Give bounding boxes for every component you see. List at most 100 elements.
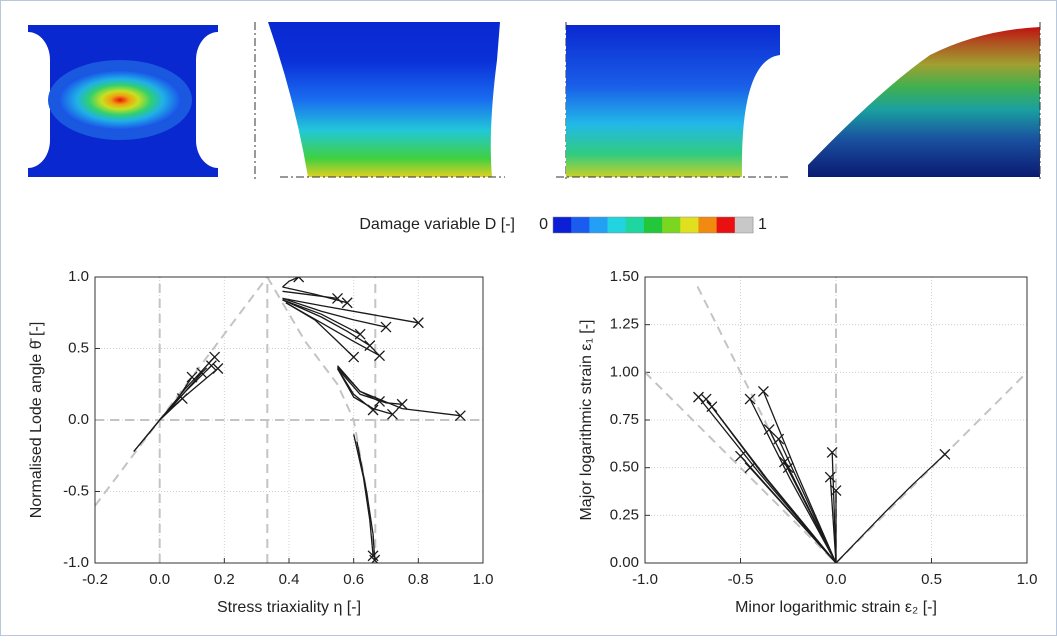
y-tick-label: 1.00: [610, 363, 639, 380]
end-marker: [693, 391, 704, 403]
curve: [711, 406, 837, 563]
y-tick-label: 0.5: [68, 339, 89, 356]
colorbar-max: 1: [758, 216, 767, 233]
end-marker: [412, 317, 424, 329]
end-marker: [396, 398, 408, 410]
x-axis-label: Stress triaxiality η [-]: [217, 599, 361, 616]
series-group: [95, 277, 483, 563]
end-marker: [454, 410, 466, 422]
end-marker: [196, 367, 208, 379]
x-tick-label: 1.0: [1017, 571, 1038, 588]
curve: [282, 277, 299, 288]
end-marker: [348, 351, 360, 363]
end-marker: [763, 424, 775, 435]
curve: [159, 368, 219, 421]
colorbar-swatch: [553, 217, 572, 233]
colorbar-border: [552, 216, 754, 234]
plot-frame: [644, 276, 1028, 564]
x-tick-label: 0.0: [149, 571, 170, 588]
curve: [829, 477, 837, 563]
chart: -0.2 0.0 0.2 0.4 0.6 0.8 1.0 -1.0 -0.5 0.0 0.5 1.0 S…: [28, 268, 493, 616]
x-tick-label: 0.8: [408, 571, 429, 588]
end-marker: [700, 393, 712, 405]
end-marker: [824, 471, 836, 483]
end-marker: [186, 371, 198, 383]
end-marker: [778, 456, 790, 468]
y-tick-label: 1.50: [610, 268, 639, 285]
curve: [336, 368, 374, 411]
reference-line: [95, 277, 269, 507]
series-group: [645, 277, 1027, 563]
colorbar-swatch: [589, 217, 609, 233]
y-tick-label: 0.75: [610, 411, 639, 428]
colorbar-swatch: [734, 217, 754, 233]
end-marker: [706, 401, 718, 413]
curve: [749, 467, 837, 563]
end-marker: [293, 277, 305, 283]
colorbar-min: 0: [539, 216, 548, 233]
curve: [282, 297, 419, 324]
plot-frame: [94, 276, 484, 564]
end-marker: [354, 328, 366, 340]
y-tick-label: 1.25: [610, 316, 639, 333]
curve: [778, 438, 837, 563]
y-axis-label: Normalised Lode angle θ̄ [-]: [28, 322, 45, 519]
colorbar-swatch: [680, 217, 699, 233]
curve: [353, 434, 374, 556]
end-marker: [374, 350, 385, 362]
specimen-4: [808, 27, 1040, 177]
end-marker: [367, 404, 379, 416]
x-tick-label: 0.6: [343, 571, 364, 588]
end-marker: [744, 462, 756, 474]
curve: [282, 297, 387, 328]
contour: [58, 70, 182, 130]
colorbar-swatch: [625, 217, 645, 233]
curve: [282, 299, 371, 347]
curve: [783, 461, 837, 563]
x-tick-label: -0.5: [728, 571, 754, 588]
end-marker: [380, 321, 392, 333]
x-tick-label: 0.0: [826, 571, 847, 588]
end-marker: [205, 360, 217, 372]
end-marker: [212, 363, 224, 374]
y-tick-label: -0.5: [63, 482, 89, 499]
specimen-3: [566, 25, 780, 177]
end-marker: [826, 446, 838, 458]
x-tick-label: 0.2: [214, 571, 235, 588]
colorbar-swatch: [643, 217, 663, 233]
x-tick-label: 0.5: [921, 571, 942, 588]
curve: [762, 391, 837, 563]
y-tick-label: 0.0: [68, 411, 89, 428]
curve: [282, 286, 348, 304]
end-marker: [209, 351, 221, 363]
x-tick-label: 1.0: [473, 571, 494, 588]
x-axis-label: Minor logarithmic strain ε₂ [-]: [735, 599, 937, 616]
colorbar-label: Damage variable D [-]: [359, 216, 515, 233]
fe-images: [28, 22, 1041, 182]
colorbar-swatch: [716, 217, 736, 233]
y-tick-label: 0.25: [610, 506, 639, 523]
curve: [749, 398, 837, 563]
curve: [282, 299, 361, 335]
x-tick-label: -0.2: [82, 571, 108, 588]
end-marker: [374, 395, 385, 407]
end-marker: [364, 340, 376, 352]
end-marker: [757, 385, 769, 397]
curve: [835, 453, 946, 563]
end-marker: [369, 554, 381, 563]
end-marker: [332, 292, 343, 304]
y-tick-label: -1.0: [63, 554, 89, 571]
colorbar-swatch: [607, 217, 627, 233]
curve: [337, 366, 380, 402]
end-marker: [341, 297, 353, 309]
specimen-2: [268, 22, 500, 177]
colorbar-swatch: [662, 217, 681, 233]
end-marker: [387, 408, 398, 420]
colorbar-swatch: [571, 217, 590, 233]
curve: [285, 302, 380, 357]
y-tick-label: 1.0: [68, 268, 89, 285]
end-marker: [744, 393, 756, 405]
end-marker: [735, 450, 746, 462]
x-tick-label: -1.0: [632, 571, 658, 588]
